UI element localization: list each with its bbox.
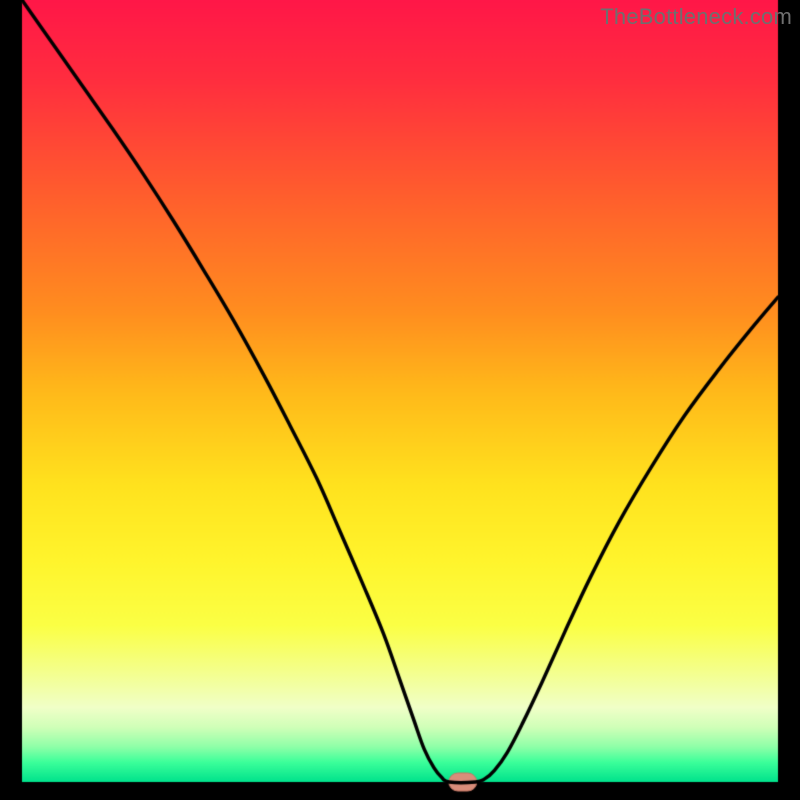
- chart-container: TheBottleneck.com: [0, 0, 800, 800]
- bottleneck-curve: [0, 0, 800, 800]
